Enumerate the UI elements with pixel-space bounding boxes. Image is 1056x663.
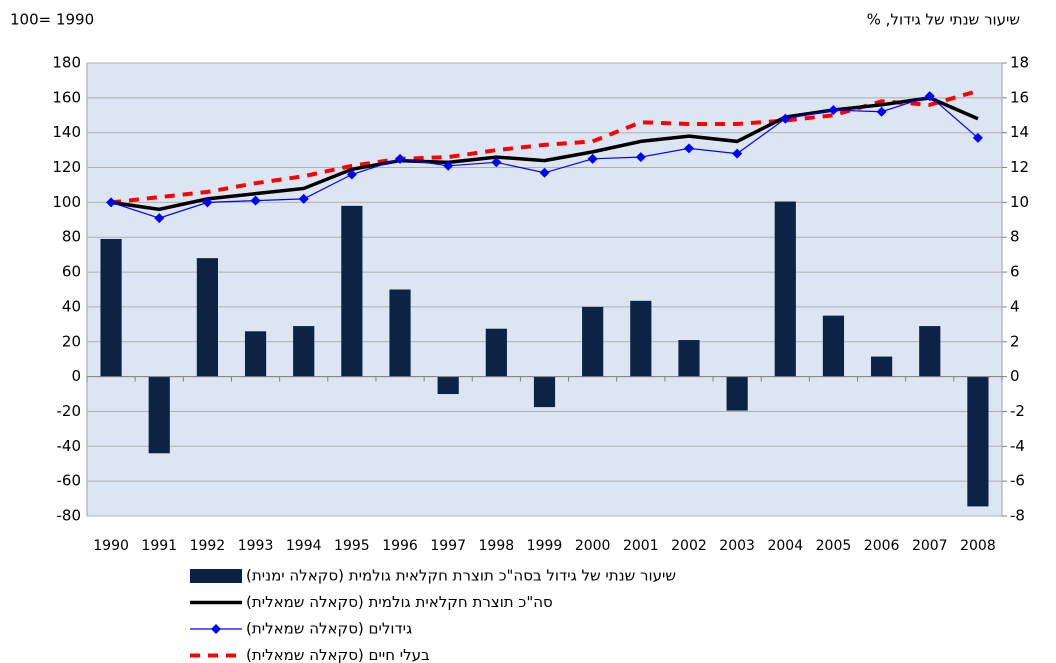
- bar: [196, 258, 218, 377]
- y-tick-label: -40: [57, 437, 82, 455]
- marker: [972, 132, 983, 143]
- marker: [924, 91, 935, 102]
- x-tick-label: 1996: [382, 538, 418, 554]
- y-tick-label: -60: [57, 472, 82, 490]
- marker: [154, 213, 165, 224]
- y2-tick-label: 18: [1010, 54, 1029, 72]
- y2-tick-label: -8: [1010, 507, 1025, 525]
- bar: [726, 376, 748, 411]
- marker: [828, 105, 839, 116]
- y-tick-label: -80: [57, 507, 82, 525]
- x-tick-label: 2005: [816, 538, 852, 554]
- bar: [148, 376, 170, 454]
- y2-tick-label: 16: [1010, 88, 1029, 106]
- y2-tick-label: 8: [1010, 228, 1020, 246]
- bar: [967, 376, 989, 507]
- bar: [437, 376, 459, 395]
- y2-axis-label: שיעור שנתי של גידול, %: [867, 11, 1020, 29]
- marker: [683, 143, 694, 154]
- bar: [244, 331, 267, 377]
- legend-label: בעלי חיים (סקאלה שמאלית): [246, 646, 430, 663]
- y-axis-label: 100= 1990: [10, 11, 94, 29]
- y2-tick-label: 12: [1010, 158, 1029, 176]
- y2-tick-label: -4: [1010, 437, 1025, 455]
- y-tick-label: 100: [52, 193, 81, 211]
- x-tick-label: 1991: [141, 538, 177, 554]
- x-tick-label: 2008: [960, 538, 996, 554]
- marker: [732, 148, 743, 159]
- line: [110, 88, 979, 205]
- legend-label: סה"כ תוצרת חקלאית גולמית (סקאלה שמאלית): [246, 593, 553, 611]
- x-tick-label: 1999: [527, 538, 563, 554]
- x-tick-label: 2001: [623, 538, 659, 554]
- marker: [635, 152, 646, 163]
- x-tick-label: 2007: [912, 538, 948, 554]
- y2-tick-label: 2: [1010, 332, 1020, 350]
- bar: [919, 326, 941, 377]
- x-tick-label: 1990: [93, 538, 129, 554]
- legend-swatch: [211, 624, 221, 634]
- marker: [346, 169, 357, 180]
- marker: [298, 193, 309, 204]
- marker: [539, 167, 550, 178]
- legend-label: שיעור שנתי של גידול בסה"כ תוצרת חקלאית ג…: [246, 567, 676, 585]
- x-tick-label: 1994: [286, 538, 322, 554]
- y2-tick-label: 14: [1010, 123, 1029, 141]
- bar: [389, 289, 411, 377]
- x-tick-label: 2006: [864, 538, 900, 554]
- bar: [630, 300, 652, 377]
- bar: [678, 340, 700, 377]
- bar: [341, 205, 363, 377]
- x-tick-label: 2003: [719, 538, 755, 554]
- x-tick-label: 2002: [671, 538, 707, 554]
- y-tick-label: 20: [62, 332, 81, 350]
- marker: [202, 197, 213, 208]
- y2-tick-label: -6: [1010, 472, 1025, 490]
- y-tick-label: 140: [52, 123, 81, 141]
- bar: [293, 326, 315, 377]
- y-tick-label: 40: [62, 297, 81, 315]
- y2-tick-label: 4: [1010, 297, 1020, 315]
- y2-tick-label: -2: [1010, 402, 1025, 420]
- bar: [582, 306, 604, 377]
- y2-tick-label: 10: [1010, 193, 1029, 211]
- y-tick-label: -20: [57, 402, 82, 420]
- legend-swatch: [190, 569, 242, 583]
- legend-label: גידולים (סקאלה שמאלית): [246, 620, 412, 638]
- marker: [106, 197, 117, 208]
- y-tick-label: 180: [52, 54, 81, 72]
- y2-tick-label: 6: [1010, 263, 1020, 281]
- plot-area: [86, 62, 1003, 517]
- bar: [100, 238, 122, 377]
- x-tick-label: 2004: [767, 538, 803, 554]
- marker: [250, 195, 261, 206]
- y2-tick-label: 0: [1010, 367, 1020, 385]
- y-tick-label: 120: [52, 158, 81, 176]
- marker: [780, 113, 791, 124]
- y-tick-label: 160: [52, 88, 81, 106]
- marker: [395, 153, 406, 164]
- bar: [822, 315, 845, 377]
- x-tick-label: 2000: [575, 538, 611, 554]
- bar: [533, 376, 556, 408]
- y-tick-label: 80: [62, 228, 81, 246]
- marker: [876, 106, 887, 117]
- y-tick-label: 0: [71, 367, 81, 385]
- y-tick-label: 60: [62, 263, 81, 281]
- x-tick-label: 1992: [190, 538, 226, 554]
- bar: [485, 328, 507, 377]
- bar: [871, 356, 893, 377]
- x-tick-label: 1995: [334, 538, 370, 554]
- x-tick-label: 1993: [238, 538, 274, 554]
- bar: [774, 201, 796, 377]
- marker: [587, 153, 598, 164]
- marker: [491, 157, 502, 168]
- x-tick-label: 1997: [430, 538, 466, 554]
- marker: [443, 160, 454, 171]
- x-tick-label: 1998: [479, 538, 515, 554]
